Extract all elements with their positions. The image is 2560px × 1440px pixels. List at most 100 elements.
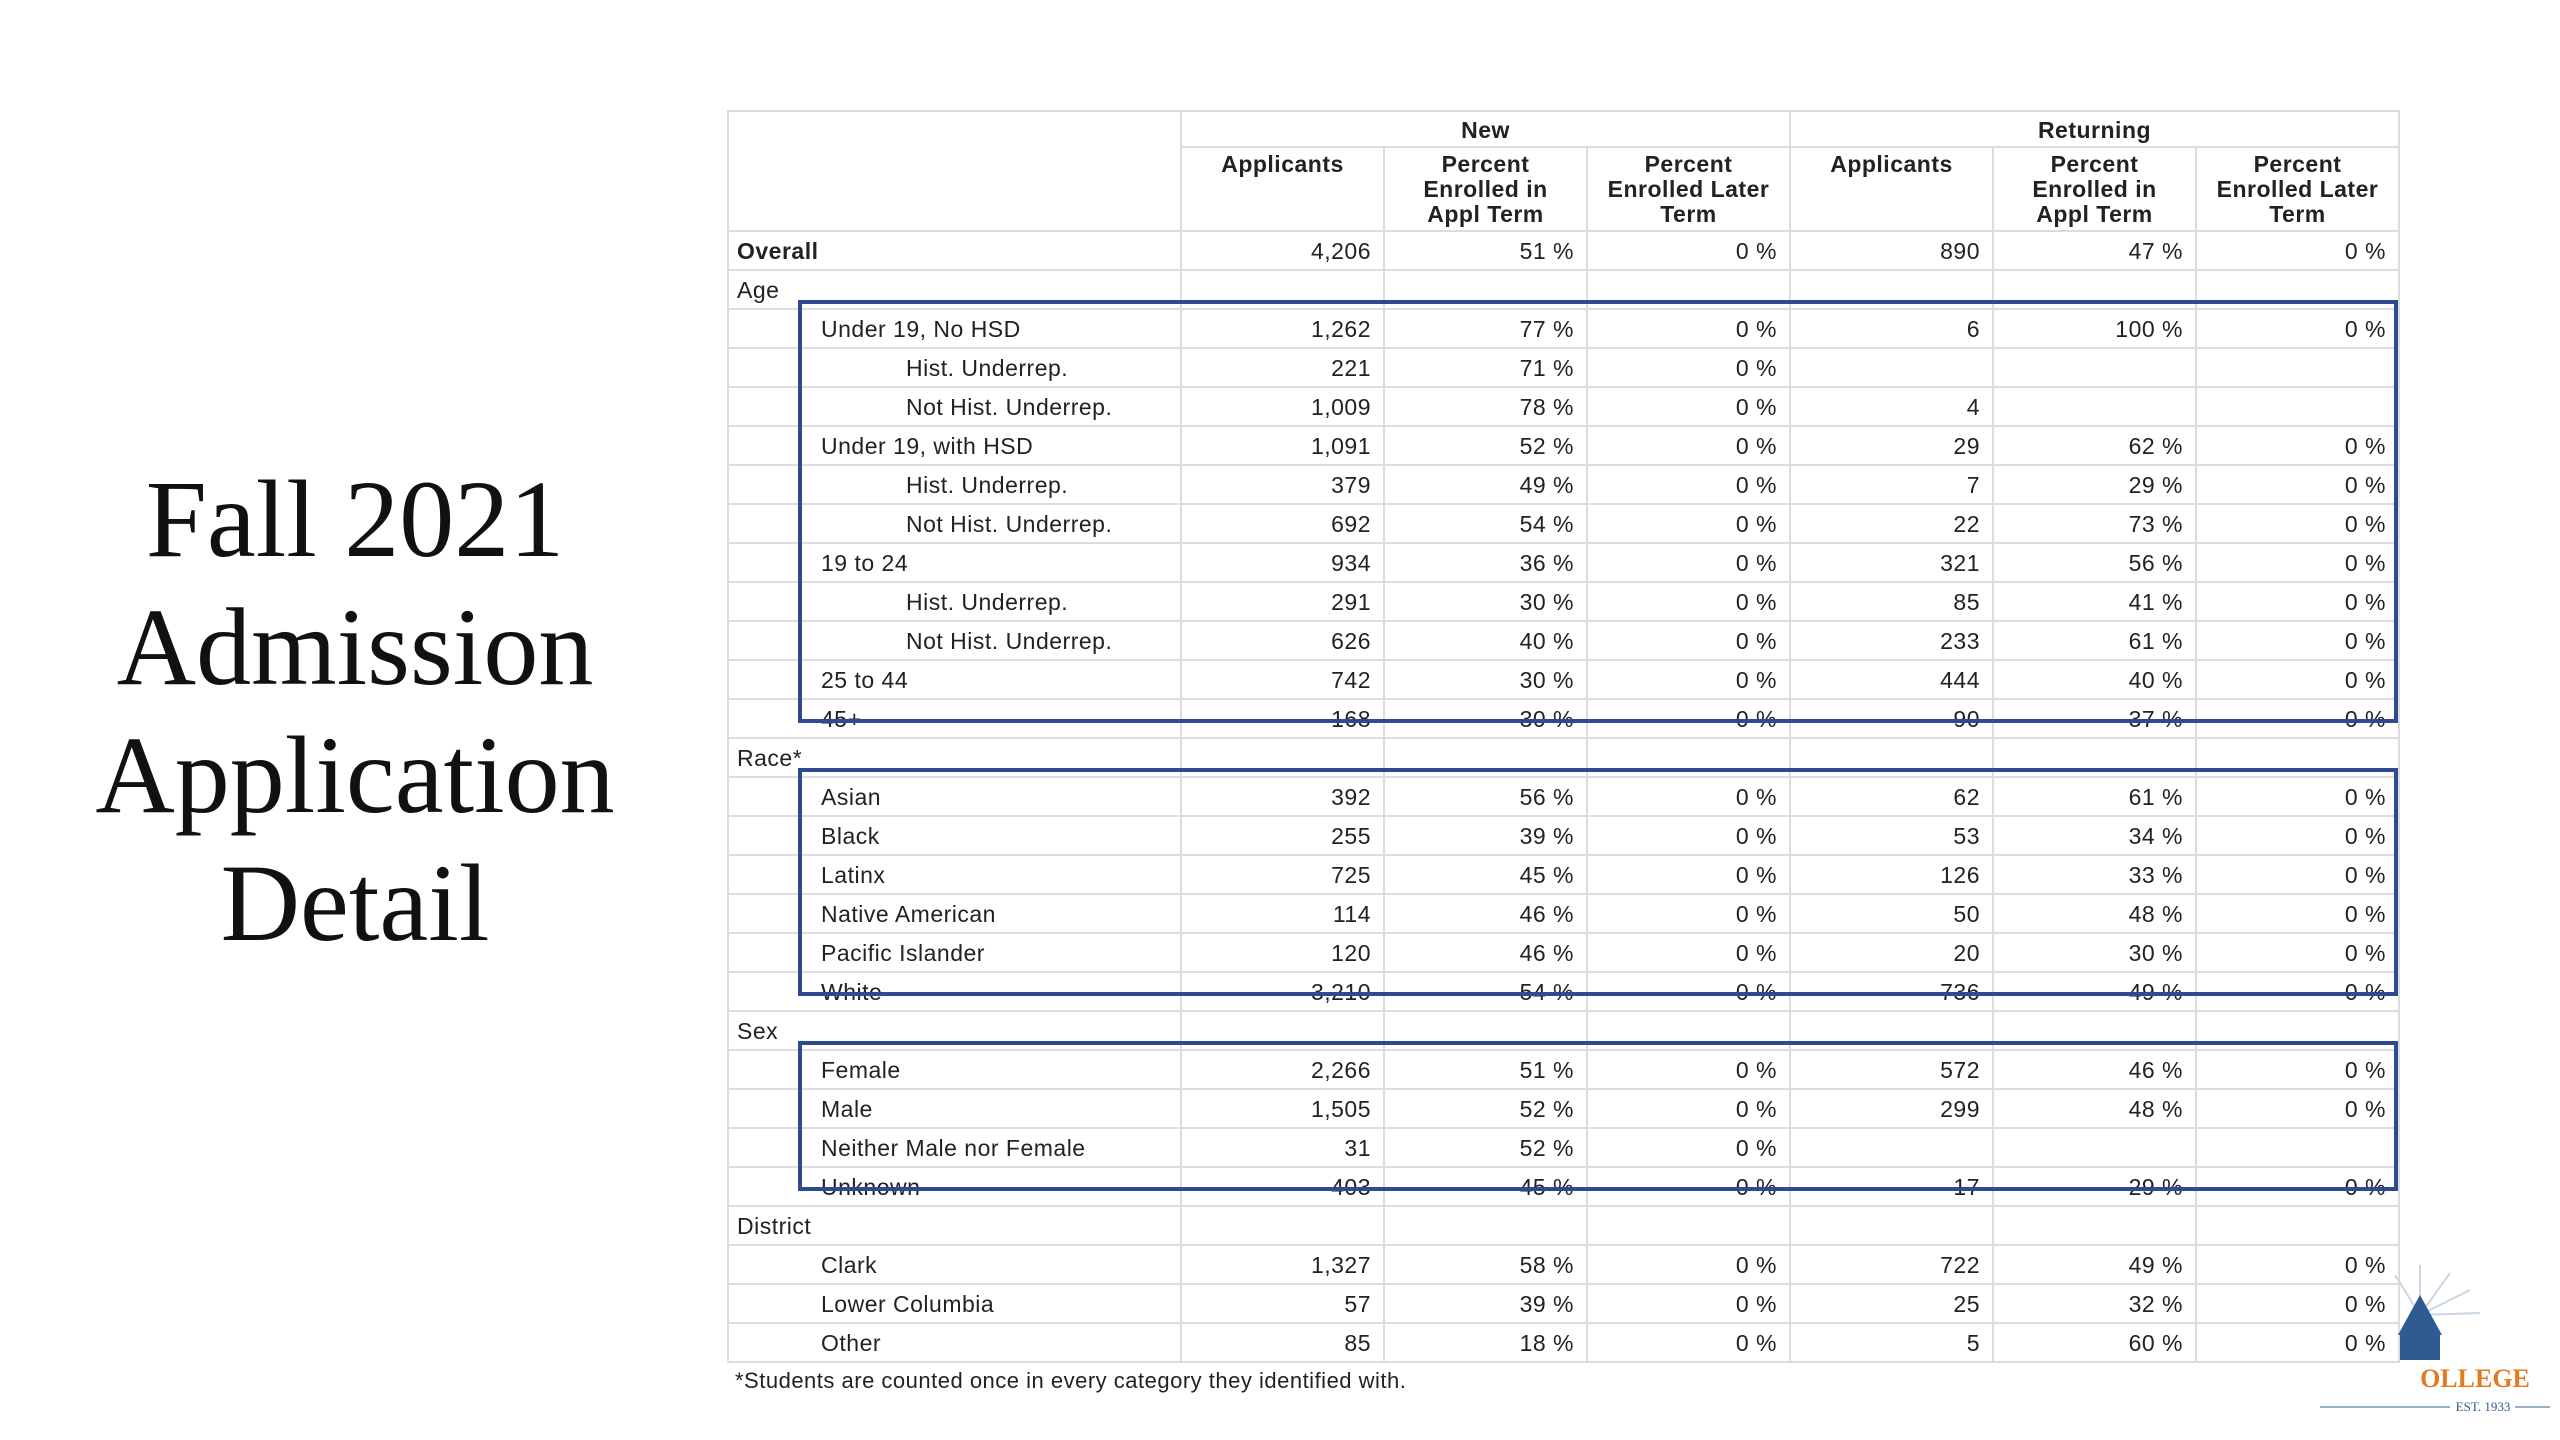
logo: OLLEGE EST. 1933 bbox=[2320, 1265, 2550, 1414]
logo-name: OLLEGE bbox=[2420, 1364, 2530, 1393]
cell: 0 % bbox=[2197, 310, 2400, 349]
row-label: Under 19, No HSD bbox=[727, 310, 1182, 349]
cell bbox=[2197, 739, 2400, 778]
cell: 30 % bbox=[1385, 583, 1588, 622]
cell bbox=[1994, 1129, 2197, 1168]
cell: 0 % bbox=[1588, 1051, 1791, 1090]
cell: 0 % bbox=[1588, 1090, 1791, 1129]
cell: 77 % bbox=[1385, 310, 1588, 349]
cell: 444 bbox=[1791, 661, 1994, 700]
row-label: Race* bbox=[727, 739, 1182, 778]
title-line: Application bbox=[95, 714, 615, 836]
cell: 403 bbox=[1182, 1168, 1385, 1207]
cell: 1,009 bbox=[1182, 388, 1385, 427]
cell: 0 % bbox=[1588, 1285, 1791, 1324]
cell: 49 % bbox=[1385, 466, 1588, 505]
cell: 41 % bbox=[1994, 583, 2197, 622]
cell: 0 % bbox=[1588, 1324, 1791, 1363]
cell: 52 % bbox=[1385, 1090, 1588, 1129]
row-label: Not Hist. Underrep. bbox=[727, 622, 1182, 661]
column-header: Percent Enrolled Later Term bbox=[2197, 148, 2400, 232]
row-label: White bbox=[727, 973, 1182, 1012]
cell: 626 bbox=[1182, 622, 1385, 661]
cell: 0 % bbox=[1588, 1129, 1791, 1168]
cell bbox=[1791, 1207, 1994, 1246]
cell: 56 % bbox=[1994, 544, 2197, 583]
cell: 85 bbox=[1791, 583, 1994, 622]
cell: 379 bbox=[1182, 466, 1385, 505]
row-label: 19 to 24 bbox=[727, 544, 1182, 583]
row-label: 25 to 44 bbox=[727, 661, 1182, 700]
cell: 0 % bbox=[1588, 895, 1791, 934]
cell: 722 bbox=[1791, 1246, 1994, 1285]
cell bbox=[1994, 271, 2197, 310]
cell: 0 % bbox=[1588, 856, 1791, 895]
row-label: 45+ bbox=[727, 700, 1182, 739]
cell: 61 % bbox=[1994, 778, 2197, 817]
cell: 45 % bbox=[1385, 1168, 1588, 1207]
cell: 6 bbox=[1791, 310, 1994, 349]
cell bbox=[1791, 1012, 1994, 1051]
cell bbox=[1994, 349, 2197, 388]
cell: 85 bbox=[1182, 1324, 1385, 1363]
cell: 692 bbox=[1182, 505, 1385, 544]
cell: 0 % bbox=[2197, 1324, 2400, 1363]
header-corner bbox=[727, 110, 1182, 232]
cell: 30 % bbox=[1385, 661, 1588, 700]
logo-building bbox=[2400, 1335, 2440, 1360]
cell: 0 % bbox=[2197, 1051, 2400, 1090]
cell: 56 % bbox=[1385, 778, 1588, 817]
cell: 0 % bbox=[2197, 505, 2400, 544]
cell bbox=[1791, 739, 1994, 778]
cell: 934 bbox=[1182, 544, 1385, 583]
cell: 73 % bbox=[1994, 505, 2197, 544]
cell: 52 % bbox=[1385, 1129, 1588, 1168]
cell: 1,262 bbox=[1182, 310, 1385, 349]
column-header: Percent Enrolled in Appl Term bbox=[1385, 148, 1588, 232]
cell: 0 % bbox=[1588, 778, 1791, 817]
cell bbox=[1588, 1207, 1791, 1246]
cell: 54 % bbox=[1385, 505, 1588, 544]
cell: 0 % bbox=[2197, 232, 2400, 271]
cell: 52 % bbox=[1385, 427, 1588, 466]
cell: 49 % bbox=[1994, 973, 2197, 1012]
logo-tree bbox=[2398, 1295, 2442, 1335]
row-label: Black bbox=[727, 817, 1182, 856]
cell: 47 % bbox=[1994, 232, 2197, 271]
cell: 0 % bbox=[2197, 544, 2400, 583]
cell: 51 % bbox=[1385, 232, 1588, 271]
cell: 0 % bbox=[2197, 622, 2400, 661]
cell: 736 bbox=[1791, 973, 1994, 1012]
cell: 40 % bbox=[1385, 622, 1588, 661]
slide-title: Fall 2021 Admission Application Detail bbox=[40, 455, 670, 967]
cell: 46 % bbox=[1994, 1051, 2197, 1090]
cell: 0 % bbox=[2197, 856, 2400, 895]
cell: 0 % bbox=[1588, 1246, 1791, 1285]
cell: 29 % bbox=[1994, 1168, 2197, 1207]
row-label: Other bbox=[727, 1324, 1182, 1363]
cell: 168 bbox=[1182, 700, 1385, 739]
cell: 54 % bbox=[1385, 973, 1588, 1012]
title-line: Detail bbox=[220, 842, 490, 964]
cell: 48 % bbox=[1994, 1090, 2197, 1129]
cell bbox=[1182, 1012, 1385, 1051]
cell: 46 % bbox=[1385, 934, 1588, 973]
cell: 7 bbox=[1791, 466, 1994, 505]
cell bbox=[2197, 1012, 2400, 1051]
row-label: Female bbox=[727, 1051, 1182, 1090]
row-label: Overall bbox=[727, 232, 1182, 271]
cell: 18 % bbox=[1385, 1324, 1588, 1363]
cell: 392 bbox=[1182, 778, 1385, 817]
group-header: Returning bbox=[1791, 110, 2400, 148]
cell bbox=[1385, 271, 1588, 310]
cell: 62 bbox=[1791, 778, 1994, 817]
cell: 321 bbox=[1791, 544, 1994, 583]
cell bbox=[2197, 388, 2400, 427]
cell: 39 % bbox=[1385, 817, 1588, 856]
cell: 0 % bbox=[2197, 583, 2400, 622]
cell: 0 % bbox=[1588, 310, 1791, 349]
cell bbox=[1182, 271, 1385, 310]
cell: 34 % bbox=[1994, 817, 2197, 856]
